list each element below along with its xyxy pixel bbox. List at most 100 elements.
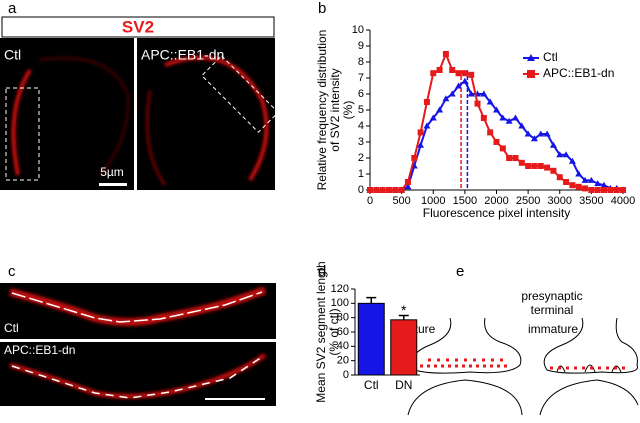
marker	[411, 155, 418, 161]
marker	[442, 51, 449, 57]
marker	[556, 174, 563, 181]
trace	[11, 356, 263, 399]
marker	[505, 117, 513, 124]
header-box	[1, 16, 275, 38]
image-label: APC::EB1-dn	[141, 47, 224, 63]
marker	[568, 157, 576, 164]
y-tick-label: 120	[331, 283, 349, 295]
trace	[11, 291, 263, 323]
marker	[417, 141, 425, 148]
marker	[455, 70, 462, 77]
marker	[487, 129, 494, 136]
legend-marker	[527, 54, 535, 61]
micrograph	[0, 38, 134, 190]
y-tick-label: 5	[358, 104, 364, 116]
y-tick-label: 1	[358, 168, 364, 180]
marker	[524, 130, 532, 137]
y-tick-label: 0	[358, 184, 364, 196]
stain	[8, 286, 267, 399]
marker	[581, 176, 589, 183]
marker	[480, 90, 488, 97]
marker	[600, 181, 608, 188]
marker	[367, 187, 373, 193]
diagram-title: terminal	[531, 303, 574, 317]
synapse-drawing	[407, 317, 639, 416]
scale-bar	[99, 183, 127, 186]
marker	[575, 170, 583, 177]
scale-bar	[205, 398, 265, 400]
marker	[550, 167, 557, 174]
panel-label: e	[456, 263, 464, 280]
x-tick-label: DN	[395, 378, 412, 392]
marker	[525, 163, 532, 169]
error-bar	[398, 314, 409, 320]
marker	[493, 106, 500, 113]
marker	[594, 187, 601, 193]
marker	[537, 130, 545, 137]
marker	[398, 187, 405, 193]
marker	[423, 122, 431, 129]
marker	[511, 114, 519, 121]
y-axis-label: Mean SV2 segment length	[314, 261, 328, 402]
x-tick-label: 1500	[453, 195, 477, 207]
marker	[461, 77, 469, 84]
x-tick-label: 3000	[548, 195, 572, 207]
panel-label: a	[8, 0, 17, 17]
x-tick-label: 2000	[484, 195, 508, 207]
marker	[518, 122, 526, 129]
marker	[436, 67, 443, 73]
marker	[556, 151, 564, 158]
marker	[620, 187, 626, 193]
y-tick-label: 40	[337, 340, 349, 352]
marker	[575, 183, 582, 190]
x-tick-label: 1000	[421, 195, 445, 207]
marker	[563, 179, 570, 185]
stain	[11, 55, 269, 186]
marker	[423, 99, 430, 105]
panel-header: SV2	[122, 17, 154, 36]
x-tick-label: 500	[392, 195, 410, 207]
marker	[385, 187, 392, 193]
marker	[537, 163, 544, 169]
marker	[392, 187, 399, 193]
marker	[448, 90, 456, 97]
marker	[430, 70, 437, 77]
marker	[442, 95, 450, 102]
roi-box	[201, 55, 279, 133]
marker	[544, 164, 551, 171]
marker	[373, 187, 380, 193]
x-axis-label: Fluorescence pixel intensity	[423, 206, 570, 220]
x-tick-label: 3500	[579, 195, 603, 207]
marker	[512, 155, 519, 161]
marker	[549, 141, 557, 148]
roi-box	[5, 87, 40, 181]
marker	[468, 71, 475, 78]
y-axis-label: of SV2 intensity	[328, 68, 342, 151]
y-tick-label: 60	[337, 326, 349, 338]
marker	[499, 114, 507, 121]
y-tick-label: 20	[337, 355, 349, 367]
marker	[417, 129, 424, 136]
marker	[480, 115, 487, 121]
y-axis-label: (% of ctl)	[327, 308, 341, 355]
y-tick-label: 9	[358, 40, 364, 52]
marker	[404, 179, 411, 185]
marker	[436, 106, 444, 113]
y-axis-label: Relative frequency distribution	[315, 30, 329, 191]
marker	[474, 100, 481, 107]
marker	[607, 187, 614, 193]
vesicles	[420, 358, 630, 370]
series-line	[370, 79, 624, 191]
diagram-label: immature	[528, 322, 578, 336]
image-label: Ctl	[4, 47, 21, 63]
micrograph	[137, 38, 275, 190]
y-tick-label: 6	[358, 88, 364, 100]
x-tick-label: Ctl	[364, 378, 379, 392]
y-tick-label: 4	[358, 120, 364, 132]
marker	[569, 182, 576, 189]
bar	[357, 302, 385, 376]
y-tick-label: 0	[343, 369, 349, 381]
marker	[594, 180, 602, 187]
bar	[390, 319, 418, 376]
y-tick-label: 100	[331, 297, 349, 309]
